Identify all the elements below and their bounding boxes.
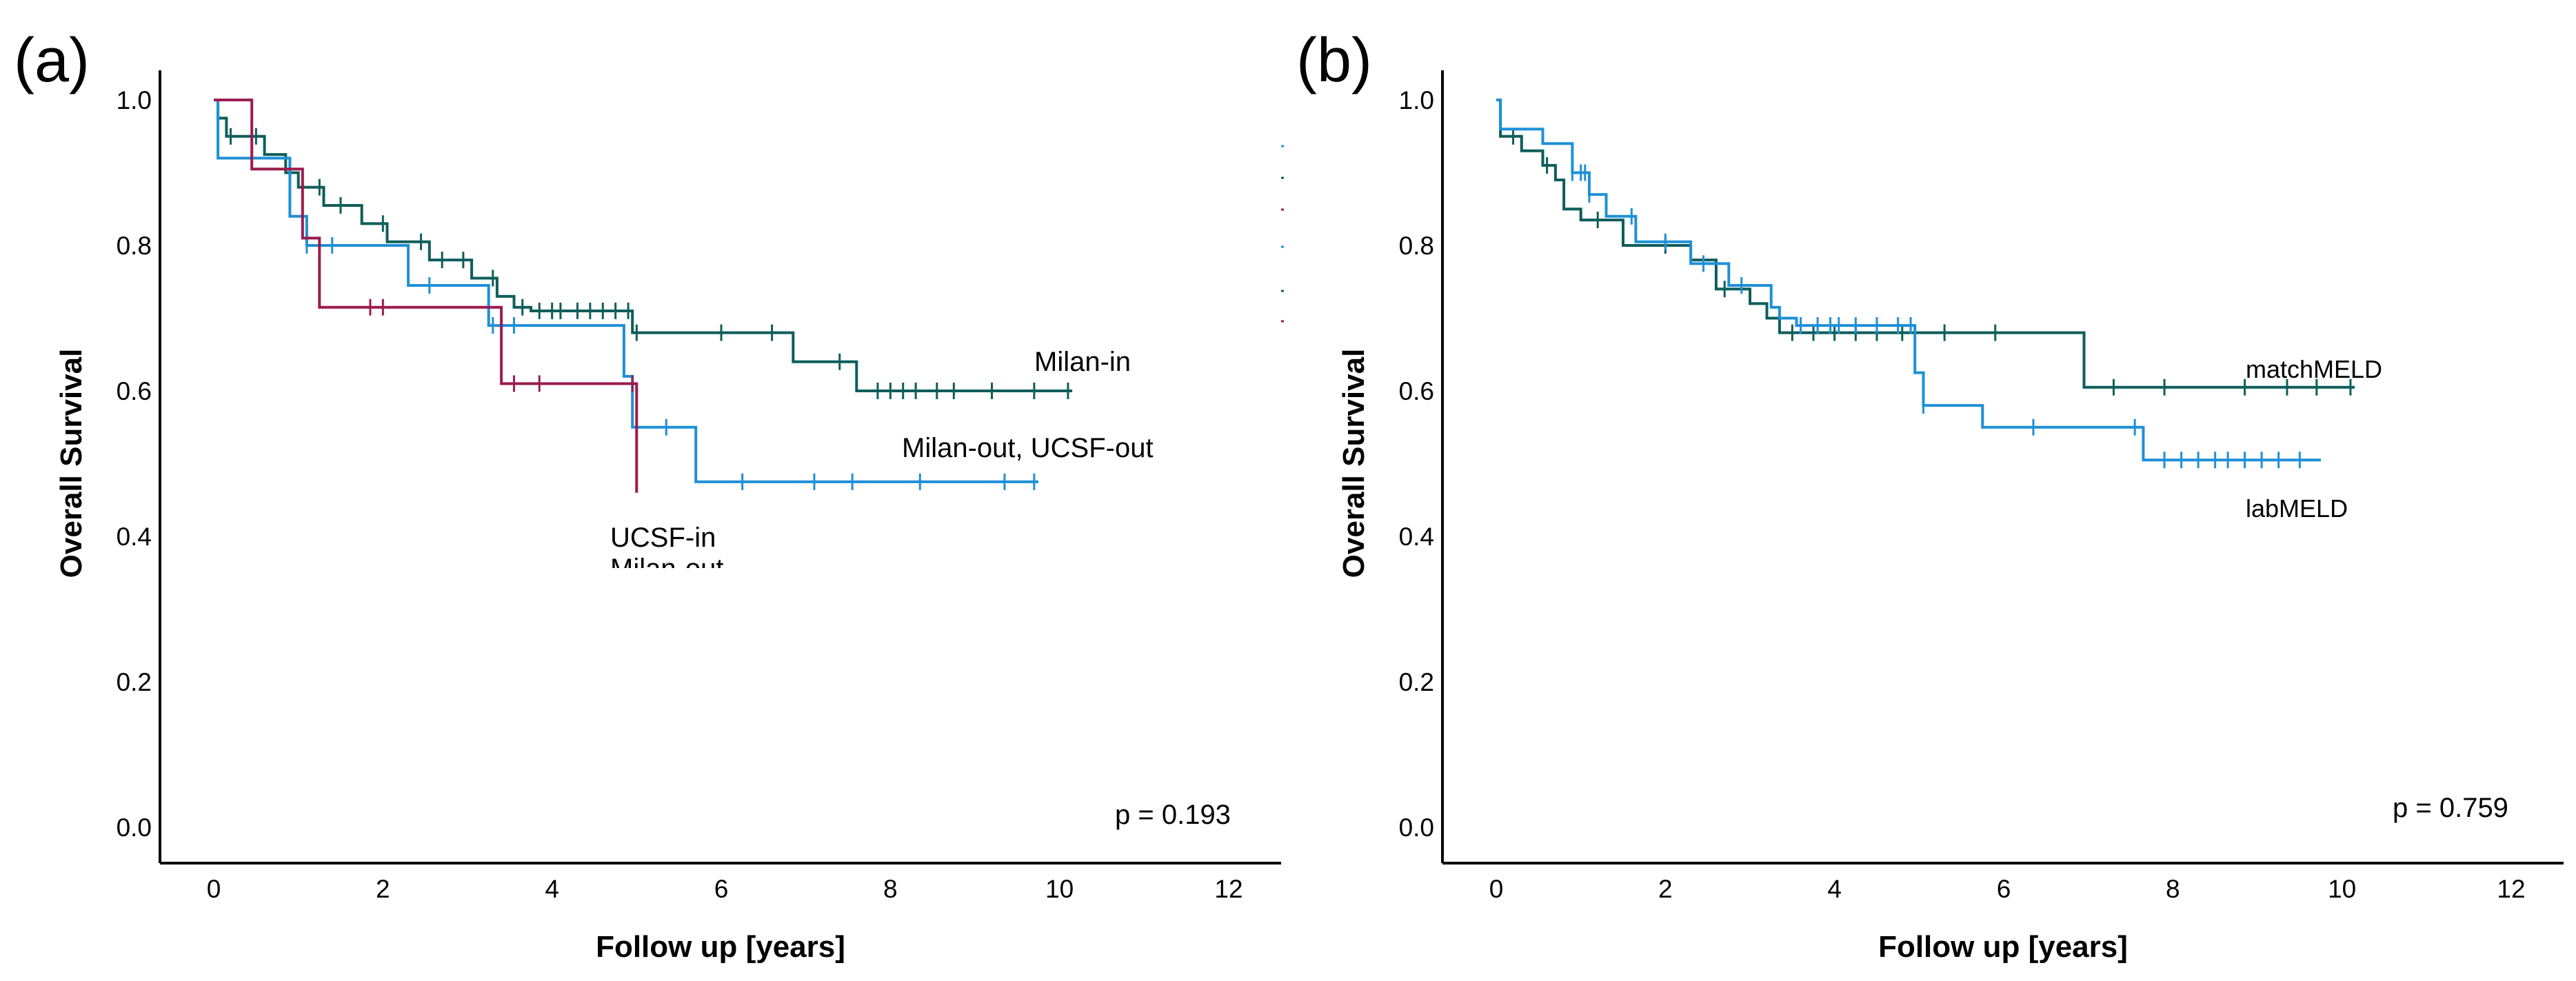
- panel-b-x-tick-1: 2: [1658, 875, 1673, 903]
- panel-b-y-tick-5: 1.0: [1399, 86, 1434, 114]
- panel-a-curves: [214, 99, 1073, 493]
- panel-a-label-ucsf-in: UCSF-in: [610, 523, 716, 553]
- panel-b-x-tick-labels: 0 2 4 6 8 10 12: [1489, 875, 2526, 903]
- panel-a-y-tick-4: 0.8: [117, 232, 152, 260]
- panel-a-x-axis-title: Follow up [years]: [596, 930, 845, 964]
- panel-b-x-tick-5: 10: [2328, 875, 2356, 903]
- panel-a-y-tick-1: 0.2: [117, 668, 152, 696]
- panel-a-y-axis-title: Overall Survival: [54, 349, 88, 578]
- panel-b-x-tick-4: 8: [2166, 875, 2180, 903]
- panel-a-x-tick-5: 10: [1045, 875, 1074, 903]
- panel-b-x-tick-6: 12: [2497, 875, 2525, 903]
- panel-b-p-value: p = 0.759: [2393, 793, 2508, 823]
- panel-a-x-tick-labels: 0 2 4 6 8 10 12: [207, 875, 1243, 903]
- panel-a-y-tick-labels: 0.0 0.2 0.4 0.6 0.8 1.0: [117, 86, 152, 842]
- panel-a-y-tick-2: 0.4: [117, 523, 152, 551]
- panel-b-label-labmeld: labMELD: [2246, 494, 2348, 523]
- panel-b-x-tick-0: 0: [1489, 875, 1504, 903]
- panel-b-curves: [1496, 99, 2355, 469]
- panel-b-survival-curve-0: [1496, 99, 2355, 389]
- panel-a-x-tick-3: 6: [714, 875, 729, 903]
- panel-b-y-tick-1: 0.2: [1399, 668, 1434, 696]
- panel-a-legend-remnant: [1281, 145, 1284, 323]
- panel-b-letter: (b): [1296, 26, 1372, 95]
- panel-b-y-tick-4: 0.8: [1399, 232, 1434, 260]
- panel-a-letter: (a): [14, 26, 90, 95]
- panel-b: (b) 0.0 0.2 0.4 0.6 0.8 1.0 0 2 4 6 8 10 12 Follow …: [1296, 26, 2564, 964]
- panel-b-y-tick-labels: 0.0 0.2 0.4 0.6 0.8 1.0: [1399, 86, 1434, 842]
- panel-b-y-tick-3: 0.6: [1399, 377, 1434, 405]
- panel-a-p-value: p = 0.193: [1115, 800, 1231, 830]
- panel-a-y-tick-0: 0.0: [117, 813, 152, 842]
- panel-a-survival-curve-1: [214, 99, 1038, 483]
- panel-b-survival-curve-1: [1496, 99, 2321, 462]
- panel-a-y-tick-5: 1.0: [117, 86, 152, 114]
- panel-a-x-tick-1: 2: [376, 875, 390, 903]
- panel-a-y-tick-3: 0.6: [117, 377, 152, 405]
- panel-b-y-axis-title: Overall Survival: [1337, 349, 1371, 578]
- panel-a-x-tick-6: 12: [1214, 875, 1242, 903]
- panel-b-x-axis-title: Follow up [years]: [1878, 930, 2128, 964]
- panel-a-x-tick-0: 0: [207, 875, 221, 903]
- panel-a-label-milan-out: Milan-out: [610, 554, 724, 584]
- panel-a-label-overflow: Milan-out: [610, 554, 724, 584]
- panel-a-x-tick-2: 4: [545, 875, 559, 903]
- panel-b-label-matchmeld: matchMELD: [2246, 355, 2382, 383]
- panel-a-survival-curve-0: [214, 99, 1073, 392]
- panel-b-x-tick-2: 4: [1827, 875, 1842, 903]
- panel-a-label-milan-in: Milan-in: [1034, 347, 1131, 377]
- panel-b-x-tick-3: 6: [1997, 875, 2011, 903]
- panel-a-label-milan-out-ucsf-out: Milan-out, UCSF-out: [902, 433, 1154, 463]
- panel-a: (a) 0.0 0.2 0.4 0.6 0.8 1.0 0 2 4 6 8 10 12 Follow …: [14, 26, 1284, 964]
- panel-a-x-tick-4: 8: [883, 875, 898, 903]
- panel-b-y-tick-2: 0.4: [1399, 523, 1434, 551]
- panel-a-survival-curve-2: [214, 99, 638, 493]
- panel-b-y-tick-0: 0.0: [1399, 813, 1434, 842]
